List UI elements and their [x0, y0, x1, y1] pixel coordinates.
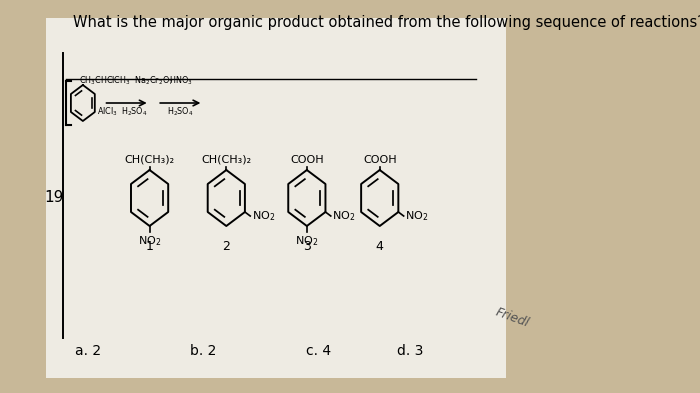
Text: 19: 19 [44, 191, 64, 206]
Text: NO$_2$: NO$_2$ [405, 209, 428, 223]
Text: NO$_2$: NO$_2$ [138, 234, 161, 248]
Text: 4: 4 [376, 239, 384, 252]
Text: AlCl$_3$: AlCl$_3$ [97, 105, 118, 118]
Text: d. 3: d. 3 [397, 344, 424, 358]
FancyBboxPatch shape [46, 18, 506, 378]
Text: NO$_2$: NO$_2$ [252, 209, 275, 223]
Text: 3: 3 [303, 239, 311, 252]
Text: a. 2: a. 2 [75, 344, 101, 358]
Text: CH(CH₃)₂: CH(CH₃)₂ [201, 155, 251, 165]
Text: CH(CH₃)₂: CH(CH₃)₂ [125, 155, 175, 165]
Text: H$_2$SO$_4$: H$_2$SO$_4$ [167, 105, 194, 118]
Text: NO$_2$: NO$_2$ [295, 234, 318, 248]
Text: CH$_3$CHClCH$_3$  Na$_2$Cr$_2$O$_7$: CH$_3$CHClCH$_3$ Na$_2$Cr$_2$O$_7$ [79, 75, 174, 87]
Text: 2: 2 [223, 239, 230, 252]
Text: c. 4: c. 4 [306, 344, 331, 358]
Text: b. 2: b. 2 [190, 344, 216, 358]
Text: What is the major organic product obtained from the following sequence of reacti: What is the major organic product obtain… [73, 15, 700, 31]
Text: COOH: COOH [363, 155, 396, 165]
Text: 1: 1 [146, 239, 153, 252]
Text: HNO$_3$: HNO$_3$ [169, 75, 192, 87]
Text: COOH: COOH [290, 155, 323, 165]
Text: NO$_2$: NO$_2$ [332, 209, 356, 223]
Text: Friedl: Friedl [494, 306, 531, 330]
Text: H$_2$SO$_4$: H$_2$SO$_4$ [121, 105, 148, 118]
